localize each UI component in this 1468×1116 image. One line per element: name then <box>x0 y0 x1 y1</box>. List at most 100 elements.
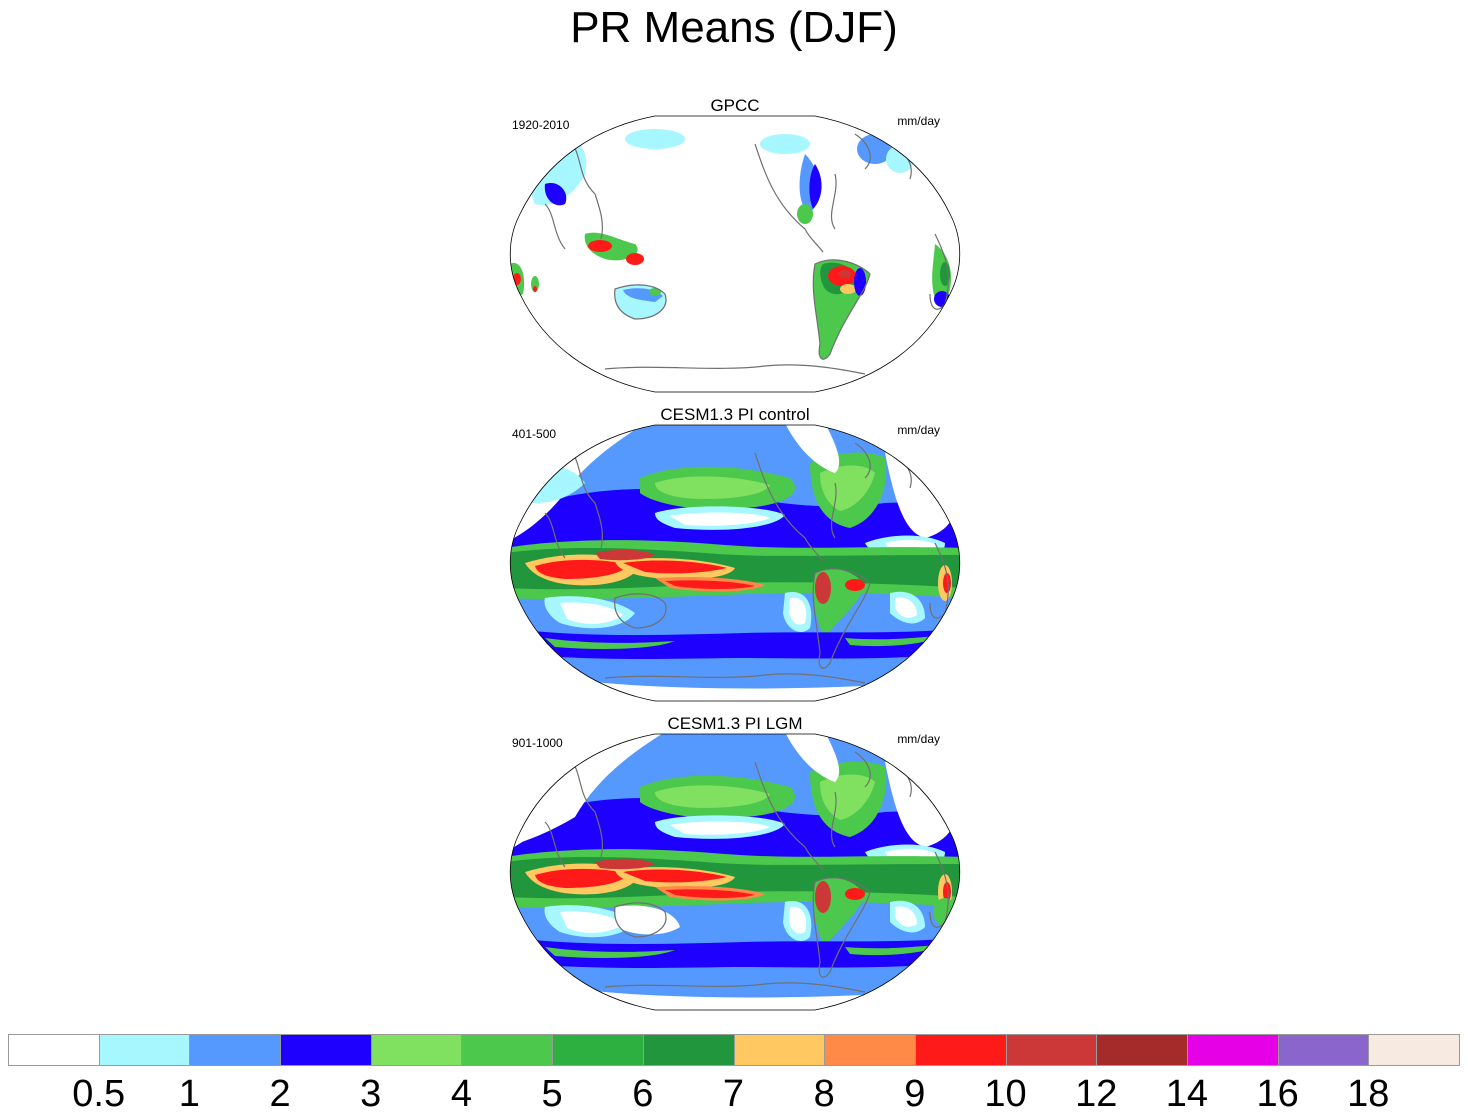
precip-band <box>885 450 956 538</box>
panel-period-label: 401-500 <box>512 427 557 441</box>
panel-period-label: 901-1000 <box>512 736 563 750</box>
precip-band <box>655 785 770 808</box>
precip-region <box>625 129 685 149</box>
precip-band <box>510 937 960 968</box>
coastline <box>830 791 837 848</box>
coastline <box>830 482 837 539</box>
precip-band <box>595 858 655 870</box>
precip-band <box>665 580 755 589</box>
precip-band <box>544 183 567 206</box>
precip-region <box>649 288 661 296</box>
precip-band <box>670 512 770 526</box>
colorbar-tick-label: 7 <box>722 1073 745 1115</box>
precip-region <box>840 284 856 294</box>
coastline <box>544 203 566 250</box>
colorbar-swatch <box>280 1034 372 1066</box>
panel-period-label: 1920-2010 <box>512 118 570 132</box>
precip-band <box>615 905 680 935</box>
coastline <box>564 751 604 858</box>
colorbar-swatch <box>98 1034 191 1066</box>
precip-field <box>510 116 960 392</box>
precip-map-pi-control <box>509 424 961 702</box>
colorbar-swatch <box>1368 1034 1460 1066</box>
panel-units-label: mm/day <box>897 114 940 128</box>
colorbar-tick-label: 16 <box>1256 1073 1299 1115</box>
colorbar-swatch <box>733 1034 826 1066</box>
colorbar-swatch <box>461 1034 554 1066</box>
panel-title: CESM1.3 PI LGM <box>667 714 803 733</box>
coastline <box>604 673 866 684</box>
precip-band <box>595 549 655 561</box>
map-border <box>509 115 961 393</box>
map-panel-pi-control: CESM1.3 PI control 401-500 mm/day <box>505 405 965 705</box>
precip-band <box>510 628 960 659</box>
precip-region <box>943 882 951 902</box>
map-panel-gpcc: GPCC 1920-2010 mm/day <box>505 96 965 396</box>
colorbar-swatch <box>1277 1034 1370 1066</box>
precip-band <box>785 734 840 782</box>
precip-region <box>760 134 810 154</box>
precip-band <box>820 774 875 820</box>
coastline <box>812 568 871 669</box>
colorbar-swatch <box>824 1034 916 1066</box>
colorbar-swatch <box>642 1034 735 1066</box>
coastline <box>614 593 667 629</box>
precip-band <box>560 911 623 933</box>
map-border <box>509 424 961 702</box>
precip-region <box>886 145 914 173</box>
colorbar-swatch <box>8 1034 100 1066</box>
coastline <box>604 982 866 993</box>
precip-map-gpcc <box>509 115 961 393</box>
precip-region <box>845 888 865 900</box>
colorbar-tick-label: 4 <box>450 1073 472 1115</box>
map-border <box>509 733 961 1011</box>
precip-band <box>789 906 807 934</box>
panel-title: CESM1.3 PI control <box>660 405 810 424</box>
coastline <box>544 821 566 868</box>
coastline <box>564 442 604 549</box>
precip-band <box>785 425 840 473</box>
precip-band <box>895 906 917 927</box>
colorbar-tick-label: 9 <box>904 1073 926 1115</box>
colorbar-tick-label: 1 <box>178 1073 200 1115</box>
precip-band <box>623 869 727 883</box>
precip-band <box>845 635 945 647</box>
panel-units-label: mm/day <box>897 423 940 437</box>
ocean-fill <box>510 116 960 392</box>
coastline <box>812 259 871 360</box>
colorbar <box>8 1034 1460 1068</box>
precip-band <box>895 597 917 618</box>
colorbar-tick-label: 12 <box>1075 1073 1118 1115</box>
precip-band <box>665 889 755 898</box>
colorbar-tick-label: 2 <box>269 1073 291 1115</box>
precip-band <box>545 947 675 958</box>
precip-map-pi-lgm <box>509 733 961 1011</box>
colorbar-tick-label: 18 <box>1347 1073 1390 1115</box>
precip-band <box>820 465 875 511</box>
coastline <box>830 173 837 230</box>
colorbar-swatch <box>1096 1034 1188 1066</box>
coastline <box>614 284 667 320</box>
coastline <box>604 364 866 375</box>
colorbar-tick-label: 14 <box>1165 1073 1209 1115</box>
precip-band <box>535 868 630 888</box>
coastline <box>754 143 824 253</box>
coastline <box>754 452 824 562</box>
coastline <box>564 133 604 240</box>
precip-region <box>943 573 951 593</box>
colorbar-swatch <box>189 1034 282 1066</box>
coastline <box>854 751 871 788</box>
precip-region <box>854 268 866 296</box>
colorbar-tick-label: 0.5 <box>72 1073 126 1115</box>
main-title: PR Means (DJF) <box>570 3 898 52</box>
colorbar-tick-label: 6 <box>632 1073 654 1115</box>
precip-band <box>789 597 807 625</box>
colorbar-tick-label: 5 <box>541 1073 563 1115</box>
colorbar-swatch <box>370 1034 463 1066</box>
map-panel-pi-lgm: CESM1.3 PI LGM 901-1000 mm/day <box>505 714 965 1014</box>
coastline <box>614 902 667 938</box>
coastline <box>854 442 871 479</box>
precip-band <box>885 759 956 847</box>
precip-field <box>510 734 960 1010</box>
coastline <box>754 761 824 871</box>
